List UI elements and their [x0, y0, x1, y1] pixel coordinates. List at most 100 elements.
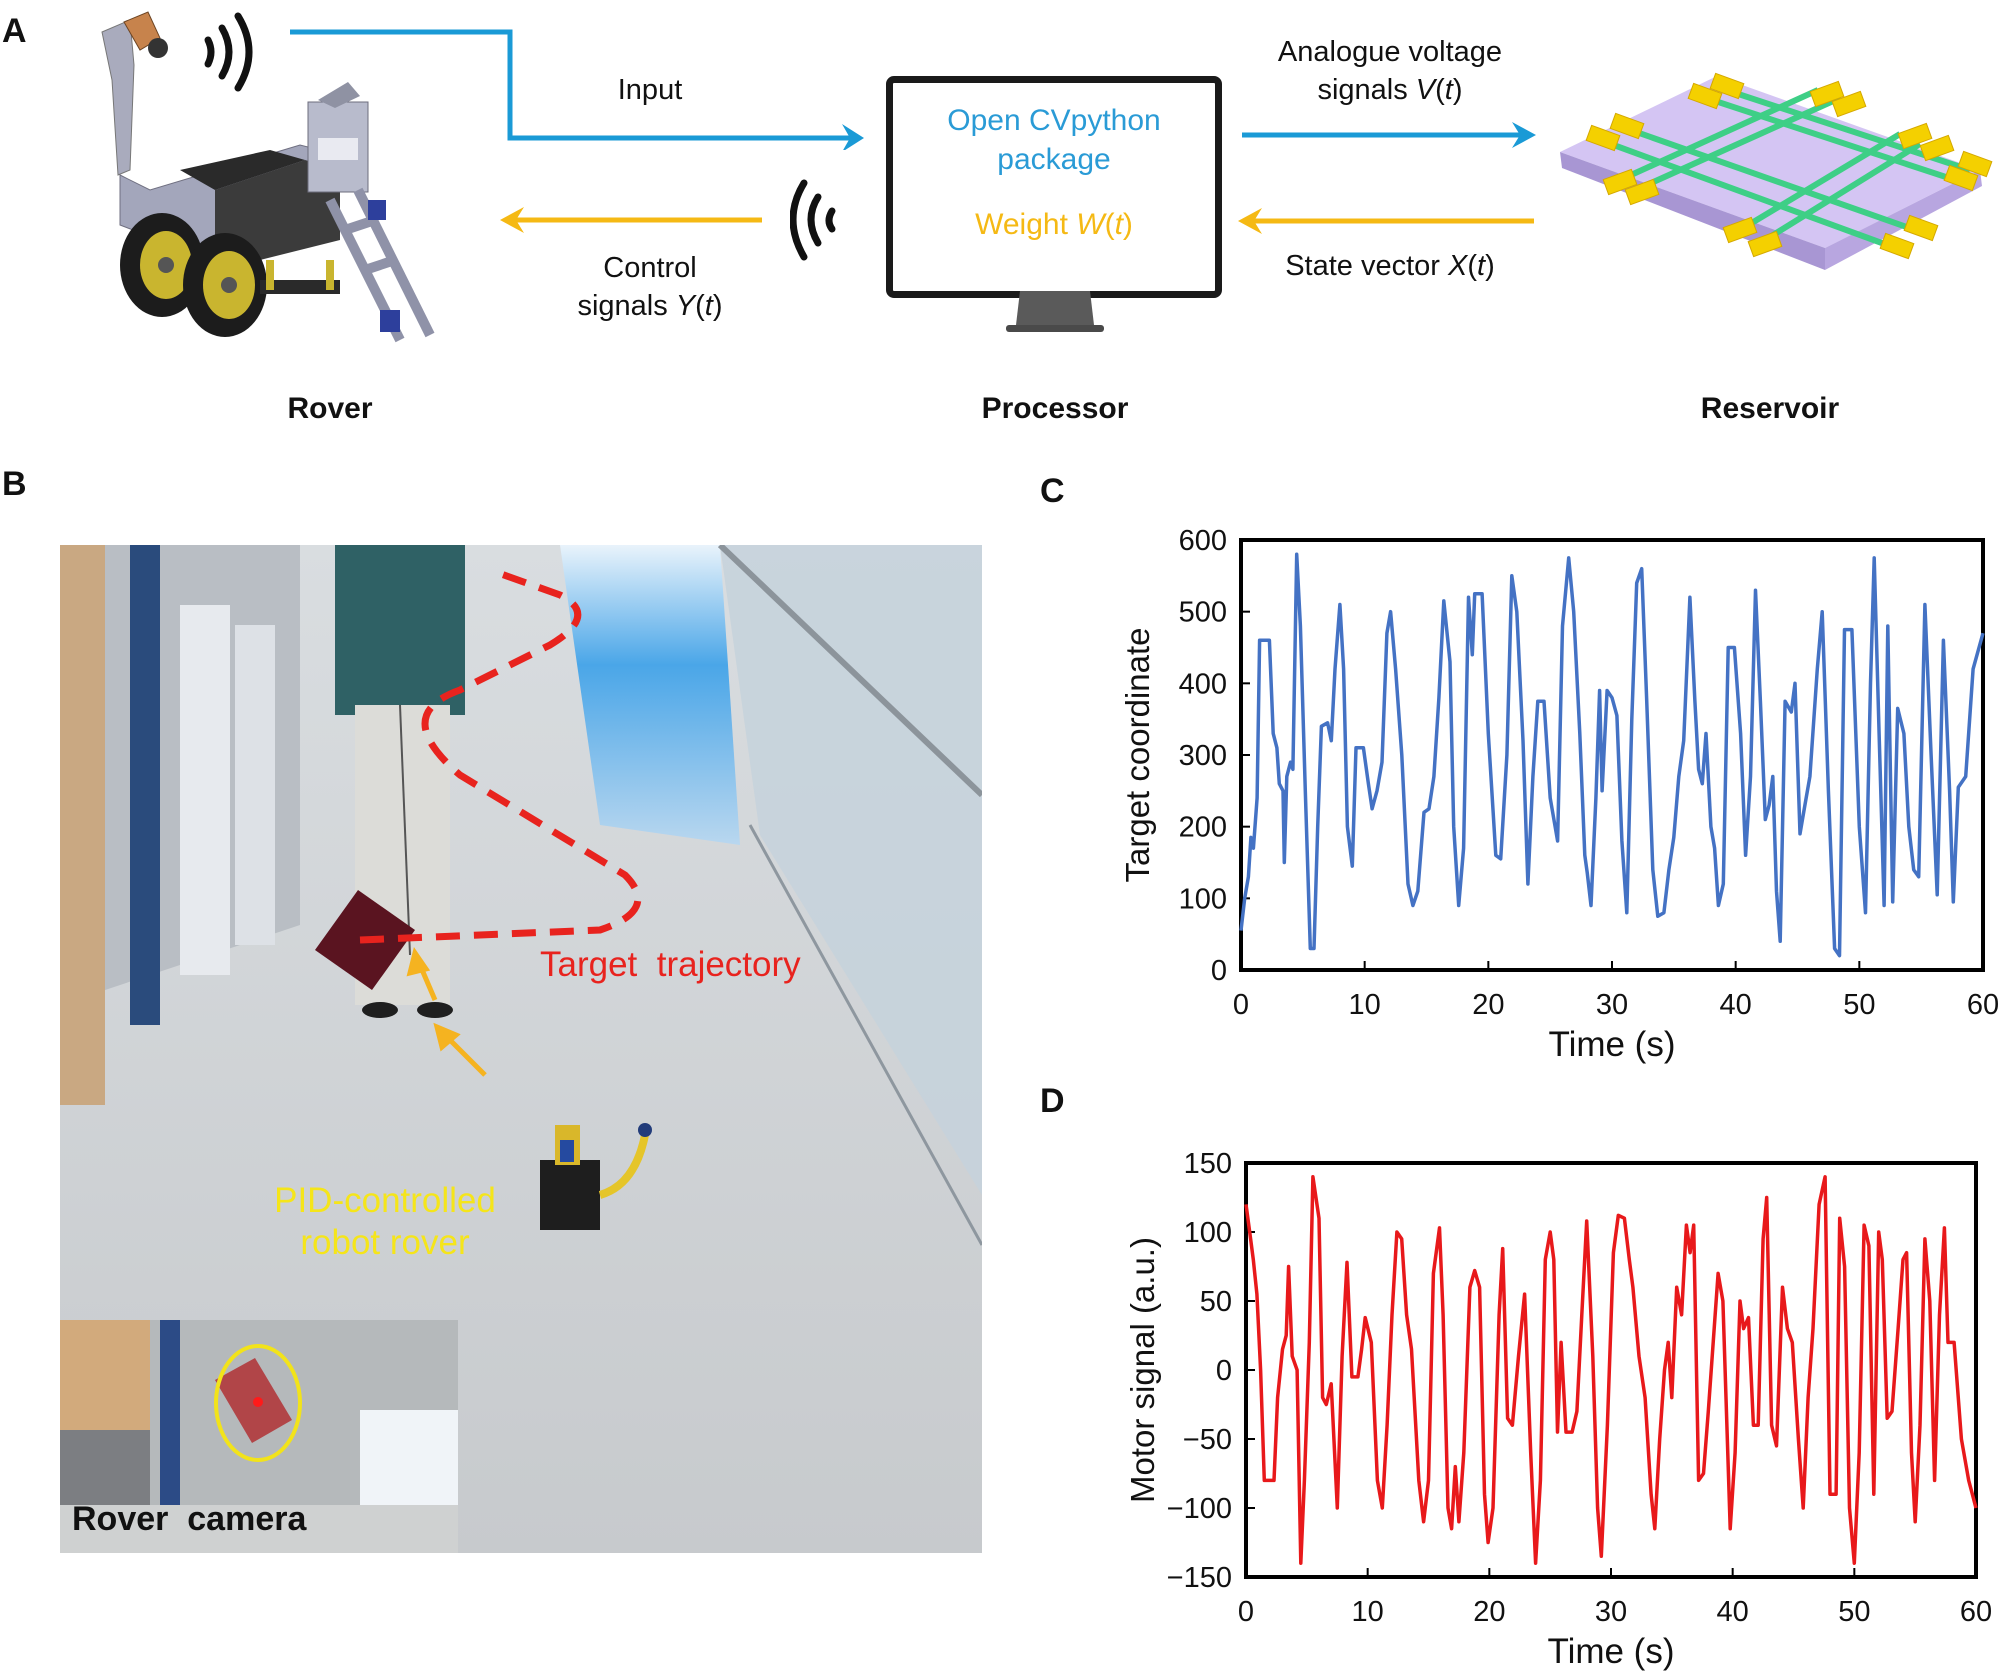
x-tick-label: 20	[1472, 989, 1504, 1021]
chip-right-side	[1825, 170, 1982, 270]
motor-signal-chart: 0 10 20 30 40 50 60 −150 −100 −50 0 50 100 150 Time (s…	[1124, 1148, 1992, 1671]
wireless-signal-icon	[790, 179, 836, 261]
monitor-stand	[1006, 291, 1104, 332]
analogue-text: signals	[1317, 73, 1416, 106]
control-label-line2: signals Y(t)	[577, 289, 723, 322]
panel-letter-c: C	[1040, 472, 1065, 510]
x-tick-label: 40	[1720, 989, 1752, 1021]
y-tick-label: −100	[1167, 1493, 1232, 1525]
y-tick-label: 300	[1179, 740, 1227, 772]
y-tick-label: −150	[1167, 1562, 1232, 1594]
x-tick-label: 50	[1843, 989, 1875, 1021]
series-line	[1244, 1175, 1978, 1565]
rover-direction-arrows	[406, 947, 487, 1077]
robot-rover-photo	[540, 1123, 652, 1230]
panel-letter-d: D	[1040, 1082, 1065, 1120]
detection-circle	[214, 1344, 302, 1462]
y-tick-label: 50	[1200, 1286, 1232, 1318]
state-var: X	[1448, 250, 1468, 282]
y-tick-label: 0	[1216, 1355, 1232, 1387]
arrowhead-left-icon	[1238, 208, 1262, 234]
person-torso	[335, 545, 465, 715]
control-label-text: signals	[577, 289, 676, 322]
monitor-weight-label: Weight	[975, 208, 1077, 241]
state-arg: t	[1477, 250, 1486, 282]
y-tick-label: 200	[1179, 812, 1227, 844]
state-vector-label: State vector X(t)	[1285, 250, 1495, 282]
panel-letter-a: A	[2, 12, 27, 50]
y-tick-label: 400	[1179, 668, 1227, 700]
analogue-var: V	[1415, 73, 1436, 106]
hallway-photo: Rover camera Target trajectory PID-contr…	[60, 545, 982, 1553]
pid-rover-label: PID-controlled robot rover	[245, 1180, 525, 1264]
electrode-pads	[1585, 72, 1993, 260]
monitor-weight-var: W	[1076, 208, 1105, 241]
rover-label: Rover	[287, 392, 373, 425]
input-label: Input	[617, 74, 683, 106]
panel-letter-b: B	[2, 465, 27, 503]
monitor-weight-arg: t	[1114, 208, 1123, 241]
x-axis-label: Time (s)	[1548, 1025, 1675, 1064]
x-tick-label: 10	[1352, 1596, 1384, 1628]
target-trajectory-label: Target trajectory	[540, 945, 801, 984]
rover-camera-view	[60, 1320, 458, 1553]
x-tick-label: 60	[1960, 1596, 1992, 1628]
rover-wheel	[183, 233, 267, 337]
processor-label: Processor	[981, 392, 1129, 425]
chip-top	[1560, 76, 1980, 248]
rover-camera-label: Rover camera	[72, 1500, 307, 1538]
target-trajectory-path	[359, 566, 642, 944]
arrowhead-right-icon	[1512, 122, 1536, 148]
rover-illustration	[101, 11, 435, 343]
state-vector-arrow	[1238, 208, 1534, 234]
rover-camera-inset: Rover camera	[60, 1320, 458, 1553]
reservoir-chip	[1560, 72, 1993, 270]
analogue-voltage-arrow	[1242, 122, 1536, 148]
analogue-line1: Analogue voltage	[1277, 36, 1503, 68]
y-tick-label: 100	[1184, 1217, 1232, 1249]
analogue-voltage-label: Analogue voltage signals V(t)	[1235, 34, 1545, 109]
x-tick-label: 40	[1717, 1596, 1749, 1628]
y-tick-label: 0	[1211, 955, 1227, 987]
y-tick-label: −50	[1183, 1424, 1232, 1456]
monitor-weight-text: Weight W(t)	[975, 208, 1133, 241]
control-arg: t	[704, 289, 713, 322]
y-tick-label: 150	[1184, 1148, 1232, 1180]
x-tick-label: 0	[1238, 1596, 1254, 1628]
x-tick-label: 30	[1595, 1596, 1627, 1628]
monitor-line-2: package	[997, 143, 1111, 176]
reservoir-label: Reservoir	[1700, 392, 1840, 425]
x-tick-label: 20	[1473, 1596, 1505, 1628]
y-axis-label: Motor signal (a.u.)	[1124, 1237, 1161, 1503]
control-var: Y	[675, 289, 696, 322]
x-tick-label: 30	[1596, 989, 1628, 1021]
analogue-line2: signals V(t)	[1317, 73, 1463, 106]
pid-rover-line1: PID-controlled	[274, 1181, 496, 1220]
y-tick-label: 100	[1179, 883, 1227, 915]
x-tick-label: 0	[1233, 989, 1249, 1021]
rover-wheel	[120, 213, 204, 317]
x-tick-label: 50	[1838, 1596, 1870, 1628]
y-tick-label: 500	[1179, 597, 1227, 629]
series-line	[1239, 552, 1985, 958]
pid-rover-line2: robot rover	[300, 1223, 470, 1262]
monitor-line-1: Open CVpython	[947, 104, 1161, 137]
monitor-package-text: Open CVpython package	[893, 101, 1215, 179]
analogue-arg: t	[1444, 73, 1453, 106]
target-center-dot	[253, 1397, 263, 1407]
control-label-line1: Control	[603, 252, 697, 284]
x-tick-label: 60	[1967, 989, 1999, 1021]
x-axis-label: Time (s)	[1547, 1632, 1674, 1671]
control-signals-arrow	[500, 207, 762, 233]
arrowhead-left-icon	[500, 207, 524, 233]
input-arrow	[290, 29, 864, 150]
state-text: State vector	[1285, 250, 1449, 282]
y-axis-label: Target coordinate	[1119, 628, 1156, 883]
nanowire-network	[1598, 85, 1971, 249]
control-signals-label: Control signals Y(t)	[530, 250, 770, 325]
arrowhead-right-icon	[842, 124, 864, 150]
x-tick-label: 10	[1349, 989, 1381, 1021]
y-tick-label: 600	[1179, 525, 1227, 557]
processor-monitor: Open CVpython package Weight W(t)	[886, 76, 1222, 298]
